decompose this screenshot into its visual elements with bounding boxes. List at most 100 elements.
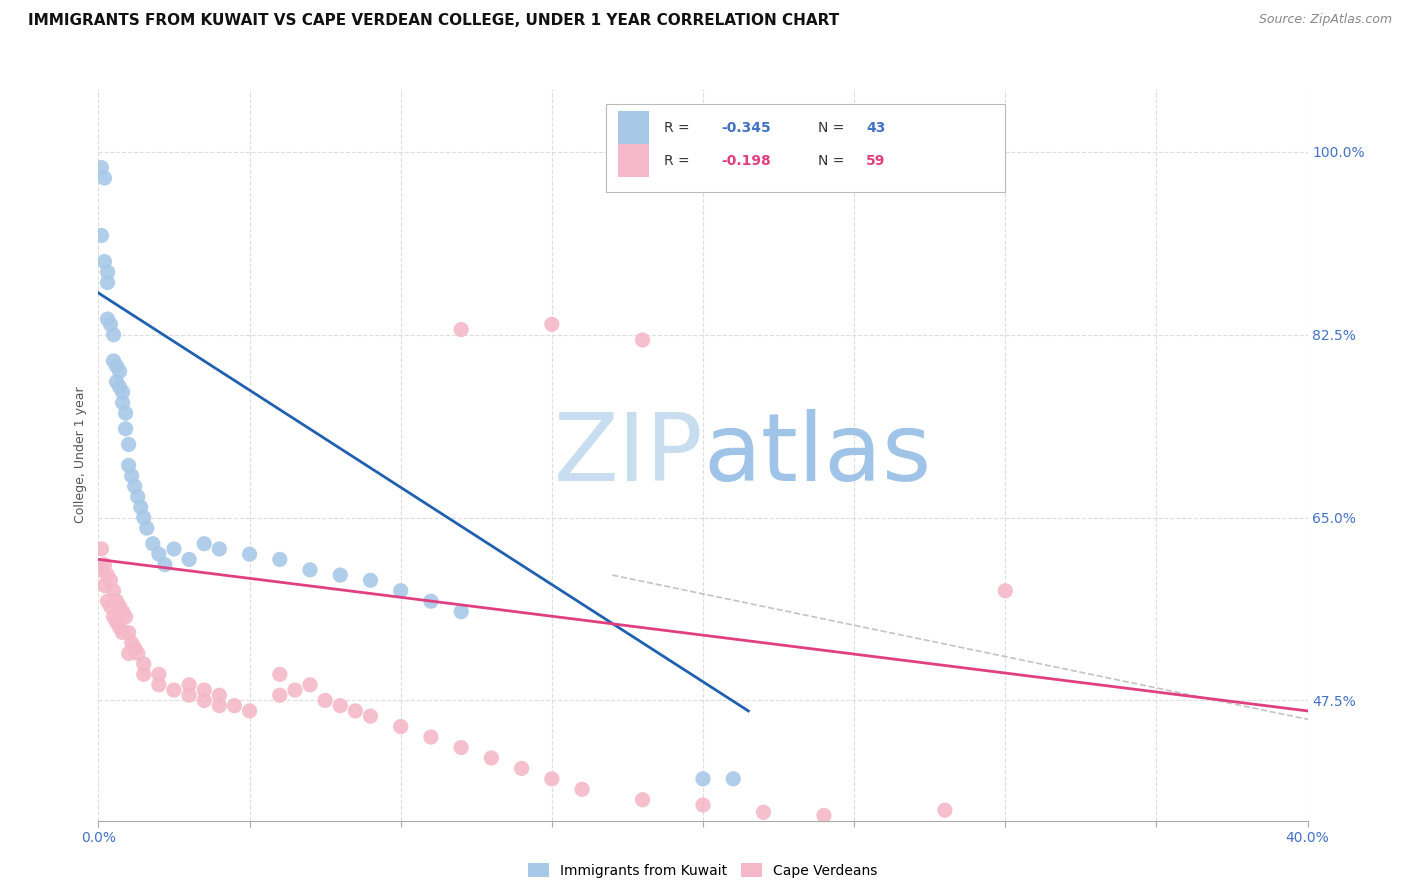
Immigrants from Kuwait bbox=[114, 406, 136, 420]
Cape Verdeans bbox=[96, 594, 118, 608]
Cape Verdeans bbox=[108, 620, 131, 634]
Text: R =: R = bbox=[664, 154, 695, 168]
Cape Verdeans bbox=[450, 740, 472, 755]
Immigrants from Kuwait bbox=[111, 385, 134, 400]
Cape Verdeans bbox=[269, 667, 291, 681]
Cape Verdeans bbox=[314, 693, 336, 707]
Cape Verdeans bbox=[540, 772, 562, 786]
Text: Source: ZipAtlas.com: Source: ZipAtlas.com bbox=[1258, 13, 1392, 27]
Text: 43: 43 bbox=[866, 121, 886, 135]
Immigrants from Kuwait bbox=[239, 547, 262, 561]
Immigrants from Kuwait bbox=[114, 422, 136, 436]
FancyBboxPatch shape bbox=[606, 103, 1005, 192]
Cape Verdeans bbox=[90, 541, 112, 556]
Cape Verdeans bbox=[111, 605, 134, 619]
Y-axis label: College, Under 1 year: College, Under 1 year bbox=[75, 386, 87, 524]
Immigrants from Kuwait bbox=[96, 312, 118, 326]
Cape Verdeans bbox=[813, 808, 835, 822]
Bar bbox=[619, 144, 648, 177]
Cape Verdeans bbox=[100, 574, 122, 588]
Cape Verdeans bbox=[148, 678, 170, 692]
Immigrants from Kuwait bbox=[329, 568, 352, 582]
Text: -0.345: -0.345 bbox=[721, 121, 770, 135]
Cape Verdeans bbox=[269, 688, 291, 702]
Cape Verdeans bbox=[344, 704, 367, 718]
Immigrants from Kuwait bbox=[108, 364, 131, 378]
Cape Verdeans bbox=[118, 647, 141, 661]
Cape Verdeans bbox=[481, 751, 503, 765]
Immigrants from Kuwait bbox=[142, 537, 165, 551]
Cape Verdeans bbox=[224, 698, 246, 713]
Cape Verdeans bbox=[127, 647, 149, 661]
Cape Verdeans bbox=[208, 688, 231, 702]
Immigrants from Kuwait bbox=[132, 510, 155, 524]
Cape Verdeans bbox=[179, 688, 201, 702]
Cape Verdeans bbox=[100, 599, 122, 614]
Immigrants from Kuwait bbox=[389, 583, 412, 598]
Cape Verdeans bbox=[540, 318, 562, 332]
Immigrants from Kuwait bbox=[692, 772, 714, 786]
Text: R =: R = bbox=[664, 121, 695, 135]
Immigrants from Kuwait bbox=[129, 500, 152, 515]
Immigrants from Kuwait bbox=[93, 254, 115, 268]
Cape Verdeans bbox=[90, 563, 112, 577]
Cape Verdeans bbox=[121, 636, 143, 650]
Cape Verdeans bbox=[329, 698, 352, 713]
Immigrants from Kuwait bbox=[135, 521, 157, 535]
Cape Verdeans bbox=[631, 333, 654, 347]
Immigrants from Kuwait bbox=[105, 359, 128, 373]
Text: IMMIGRANTS FROM KUWAIT VS CAPE VERDEAN COLLEGE, UNDER 1 YEAR CORRELATION CHART: IMMIGRANTS FROM KUWAIT VS CAPE VERDEAN C… bbox=[28, 13, 839, 29]
Immigrants from Kuwait bbox=[208, 541, 231, 556]
Immigrants from Kuwait bbox=[179, 552, 201, 566]
Immigrants from Kuwait bbox=[103, 327, 125, 342]
Immigrants from Kuwait bbox=[269, 552, 291, 566]
Immigrants from Kuwait bbox=[105, 375, 128, 389]
Cape Verdeans bbox=[934, 803, 956, 817]
Immigrants from Kuwait bbox=[103, 354, 125, 368]
Cape Verdeans bbox=[148, 667, 170, 681]
Legend: Immigrants from Kuwait, Cape Verdeans: Immigrants from Kuwait, Cape Verdeans bbox=[523, 857, 883, 883]
Immigrants from Kuwait bbox=[118, 458, 141, 473]
Cape Verdeans bbox=[450, 322, 472, 336]
Bar bbox=[619, 112, 648, 145]
Cape Verdeans bbox=[420, 730, 443, 744]
Cape Verdeans bbox=[360, 709, 382, 723]
Cape Verdeans bbox=[208, 698, 231, 713]
Immigrants from Kuwait bbox=[111, 395, 134, 409]
Cape Verdeans bbox=[752, 805, 775, 820]
Immigrants from Kuwait bbox=[299, 563, 322, 577]
Immigrants from Kuwait bbox=[108, 380, 131, 394]
Cape Verdeans bbox=[108, 599, 131, 614]
Cape Verdeans bbox=[118, 625, 141, 640]
Cape Verdeans bbox=[93, 558, 115, 572]
Cape Verdeans bbox=[103, 610, 125, 624]
Immigrants from Kuwait bbox=[193, 537, 215, 551]
Immigrants from Kuwait bbox=[450, 605, 472, 619]
Text: -0.198: -0.198 bbox=[721, 154, 770, 168]
Text: atlas: atlas bbox=[703, 409, 931, 501]
Cape Verdeans bbox=[124, 641, 146, 656]
Immigrants from Kuwait bbox=[90, 161, 112, 175]
Text: N =: N = bbox=[818, 154, 849, 168]
Cape Verdeans bbox=[132, 657, 155, 671]
Immigrants from Kuwait bbox=[118, 437, 141, 451]
Cape Verdeans bbox=[93, 578, 115, 592]
Immigrants from Kuwait bbox=[90, 228, 112, 243]
Cape Verdeans bbox=[114, 610, 136, 624]
Immigrants from Kuwait bbox=[723, 772, 745, 786]
Cape Verdeans bbox=[692, 797, 714, 812]
Cape Verdeans bbox=[510, 761, 533, 775]
Immigrants from Kuwait bbox=[100, 318, 122, 332]
Cape Verdeans bbox=[631, 793, 654, 807]
Cape Verdeans bbox=[193, 693, 215, 707]
Immigrants from Kuwait bbox=[121, 468, 143, 483]
Cape Verdeans bbox=[96, 568, 118, 582]
Cape Verdeans bbox=[163, 683, 186, 698]
Cape Verdeans bbox=[103, 583, 125, 598]
Cape Verdeans bbox=[571, 782, 593, 797]
Immigrants from Kuwait bbox=[148, 547, 170, 561]
Cape Verdeans bbox=[284, 683, 307, 698]
Cape Verdeans bbox=[193, 683, 215, 698]
Cape Verdeans bbox=[239, 704, 262, 718]
Text: ZIP: ZIP bbox=[554, 409, 703, 501]
